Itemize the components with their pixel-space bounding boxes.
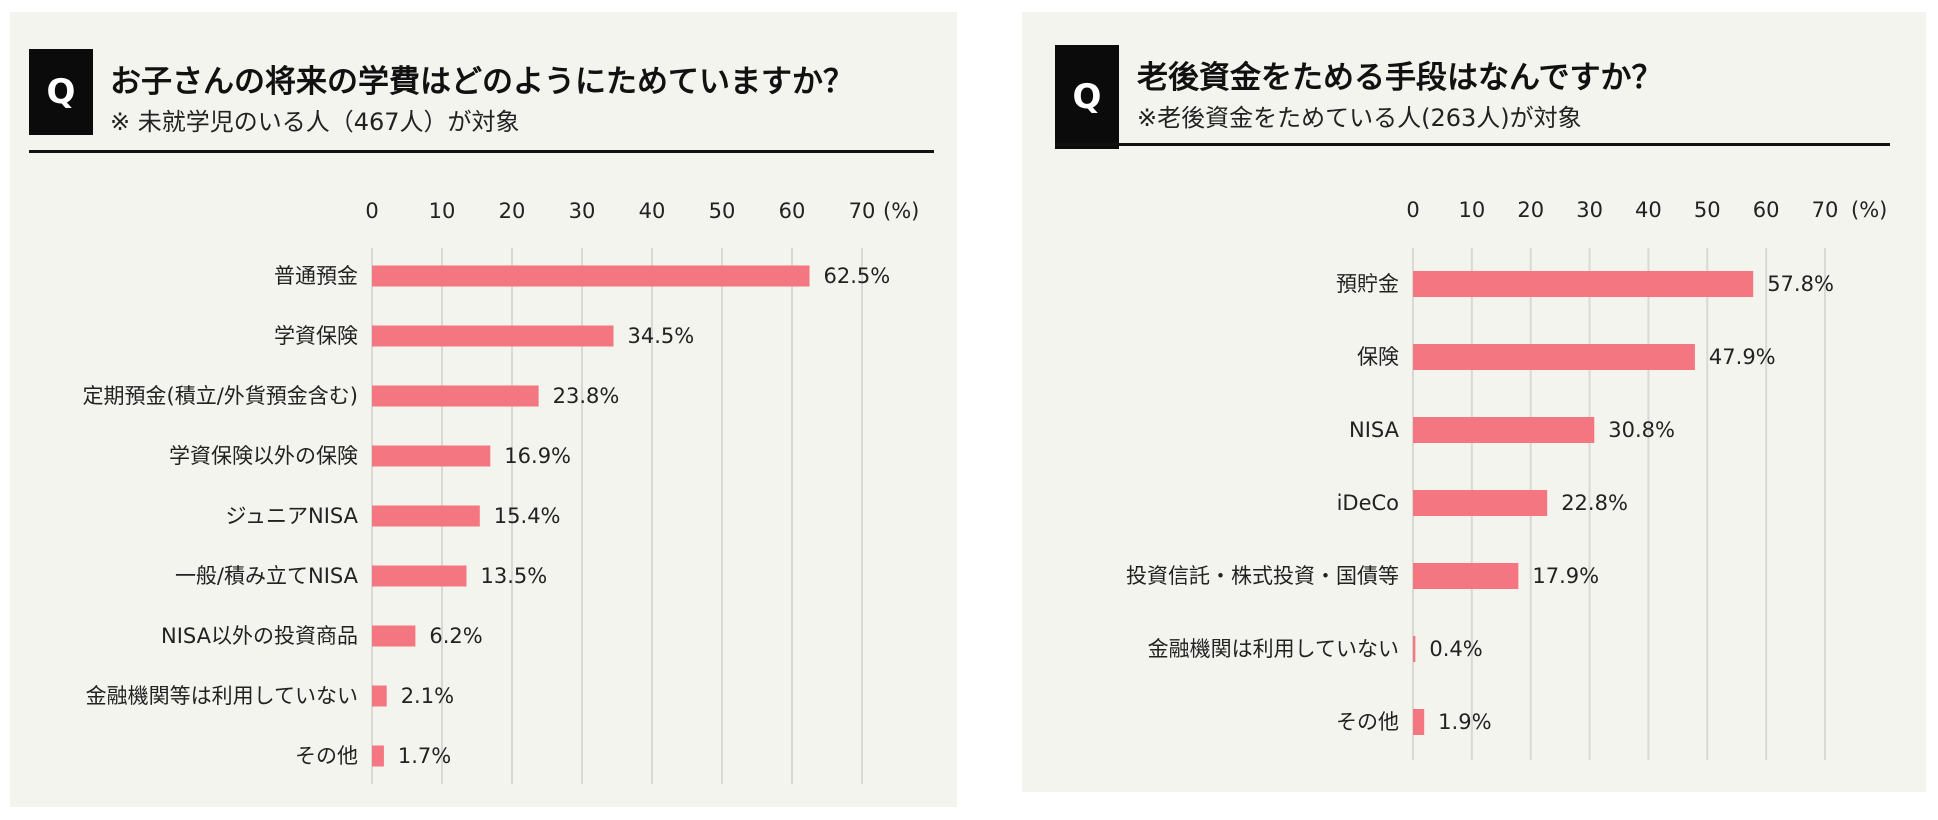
x-tick-label: 10 xyxy=(1458,198,1485,222)
category-label: 金融機関は利用していない xyxy=(1148,637,1399,661)
data-label: 2.1% xyxy=(401,684,454,708)
data-label: 16.9% xyxy=(504,444,571,468)
x-tick-label: 70 xyxy=(1812,198,1839,222)
category-label: 一般/積み立てNISA xyxy=(175,564,359,588)
category-label: その他 xyxy=(295,744,358,768)
chart-subtitle: ※老後資金をためている人(263人)が対象 xyxy=(1137,104,1582,132)
bar xyxy=(372,505,480,527)
title-underline xyxy=(29,150,934,153)
x-tick-label: 10 xyxy=(429,199,456,223)
chart-title: 老後資金をためる手段はなんですか？ xyxy=(1137,60,1663,96)
category-label: 学資保険以外の保険 xyxy=(169,444,358,468)
x-tick-label: 60 xyxy=(1753,198,1780,222)
bar xyxy=(372,325,614,347)
x-tick-label: 50 xyxy=(709,199,736,223)
x-tick-label: 0 xyxy=(365,199,378,223)
bar xyxy=(372,745,384,767)
title-underline xyxy=(1055,143,1890,146)
chart-subtitle: ※ 未就学児のいる人（467人）が対象 xyxy=(110,108,520,136)
category-label: 普通預金 xyxy=(274,264,358,288)
bar-chart-retirement: 0 10 20 30 40 50 60 70 (%) 預貯金 57.8% 保険 47.9% NISA 30.… xyxy=(1126,198,1887,760)
axis-unit-label: (%) xyxy=(883,199,919,223)
category-label: NISA xyxy=(1349,418,1400,442)
category-label: 投資信託・株式投資・国債等 xyxy=(1126,564,1399,588)
bar xyxy=(372,445,491,467)
data-label: 13.5% xyxy=(481,564,548,588)
category-label: NISA以外の投資商品 xyxy=(161,624,358,648)
x-tick-label: 30 xyxy=(1576,198,1603,222)
x-tick-label: 50 xyxy=(1694,198,1721,222)
x-tick-label: 70 xyxy=(849,199,876,223)
bar xyxy=(1413,271,1754,297)
bar xyxy=(1413,490,1548,516)
x-tick-label: 0 xyxy=(1406,198,1419,222)
data-label: 34.5% xyxy=(628,324,695,348)
data-label: 1.9% xyxy=(1438,710,1491,734)
bar xyxy=(372,385,539,407)
bar xyxy=(372,625,416,647)
data-label: 47.9% xyxy=(1709,345,1776,369)
chart-title: お子さんの将来の学費はどのようにためていますか？ xyxy=(110,64,854,100)
data-label: 22.8% xyxy=(1561,491,1628,515)
category-label: 学資保険 xyxy=(274,324,358,348)
data-label: 15.4% xyxy=(494,504,561,528)
bar-chart-education: 0 10 20 30 40 50 60 70 (%) 普通預金 62.5% 学資保険 34.5% 定期預金… xyxy=(83,199,919,784)
category-label: 保険 xyxy=(1357,345,1399,369)
data-label: 0.4% xyxy=(1429,637,1482,661)
data-label: 62.5% xyxy=(824,264,891,288)
bar xyxy=(372,565,467,587)
x-tick-label: 40 xyxy=(639,199,666,223)
x-tick-label: 20 xyxy=(1517,198,1544,222)
data-label: 17.9% xyxy=(1532,564,1599,588)
data-label: 23.8% xyxy=(553,384,620,408)
data-label: 6.2% xyxy=(429,624,482,648)
category-label: ジュニアNISA xyxy=(225,504,358,528)
category-label: 定期預金(積立/外貨預金含む) xyxy=(83,384,358,408)
category-label: 金融機関等は利用していない xyxy=(86,684,358,708)
data-label: 57.8% xyxy=(1767,272,1834,296)
chart-panel-children-education: Q お子さんの将来の学費はどのようにためていますか？ ※ 未就学児のいる人（46… xyxy=(10,12,957,807)
data-label: 30.8% xyxy=(1608,418,1675,442)
q-label-box: Q xyxy=(1055,45,1119,149)
bar xyxy=(372,265,810,287)
category-label: iDeCo xyxy=(1337,491,1399,515)
axis-unit-label: (%) xyxy=(1851,198,1887,222)
category-label: 預貯金 xyxy=(1336,272,1399,296)
x-tick-label: 40 xyxy=(1635,198,1662,222)
category-label: その他 xyxy=(1336,710,1399,734)
bar xyxy=(1413,344,1695,370)
bar xyxy=(372,685,387,707)
bar xyxy=(1413,636,1416,662)
bar xyxy=(1413,709,1425,735)
bar xyxy=(1413,563,1519,589)
chart-panel-retirement-savings: Q 老後資金をためる手段はなんですか？ ※老後資金をためている人(263人)が対… xyxy=(1022,12,1926,792)
x-tick-label: 20 xyxy=(499,199,526,223)
q-label-box: Q xyxy=(29,49,93,135)
data-label: 1.7% xyxy=(398,744,451,768)
x-tick-label: 30 xyxy=(569,199,596,223)
x-tick-label: 60 xyxy=(779,199,806,223)
bar xyxy=(1413,417,1595,443)
